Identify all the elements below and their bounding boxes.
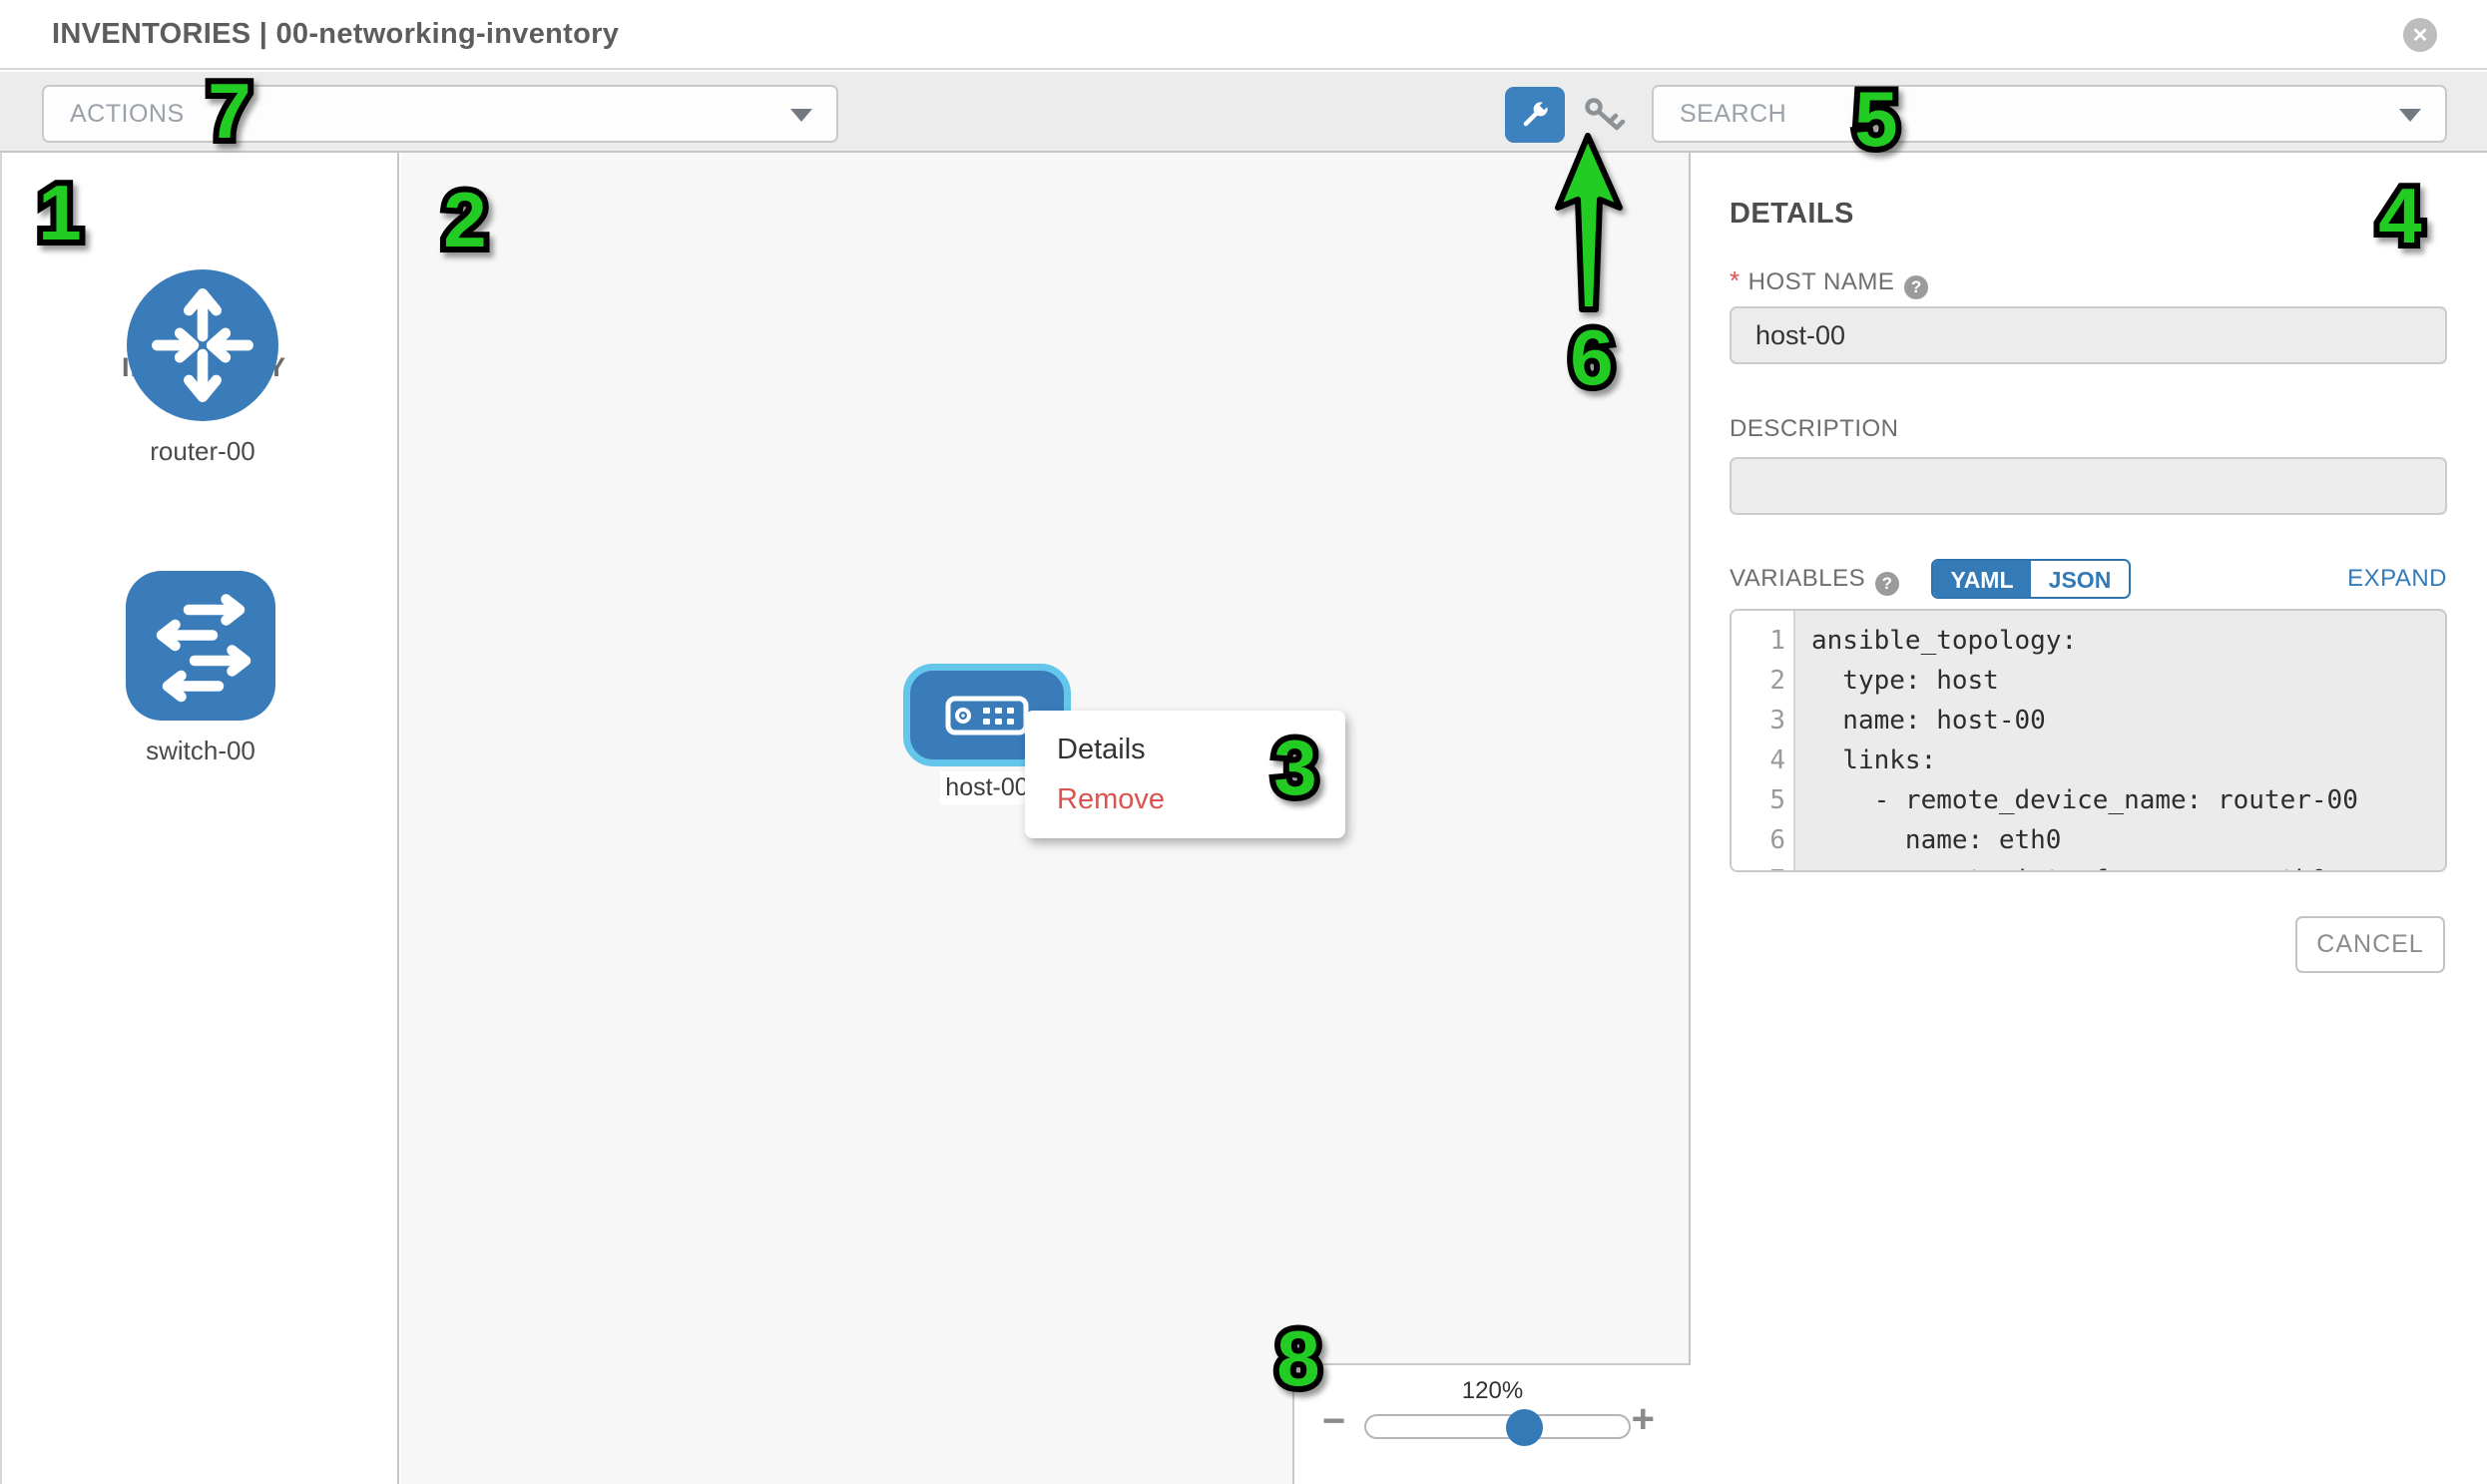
required-marker: * xyxy=(1730,265,1741,295)
chevron-down-icon xyxy=(2399,109,2421,122)
configure-button[interactable] xyxy=(1505,87,1565,143)
details-panel: DETAILS *HOST NAME? DESCRIPTION VARIABLE… xyxy=(1693,153,2487,1484)
context-menu-item-details[interactable]: Details xyxy=(1057,734,1146,765)
variables-label-text: VARIABLES xyxy=(1730,565,1866,592)
variables-editor[interactable]: 1 2 3 4 5 6 7 ansible_topology: type: ho… xyxy=(1730,609,2447,872)
variables-format-toggle: YAML JSON xyxy=(1931,559,2131,599)
key-button[interactable] xyxy=(1582,96,1630,136)
line-number: 7 xyxy=(1732,860,1785,870)
line-number: 1 xyxy=(1769,626,1785,656)
variables-label: VARIABLES? xyxy=(1730,565,1900,596)
host-name-label-text: HOST NAME xyxy=(1747,268,1895,295)
toolbar: ACTIONS SEARC xyxy=(0,72,2487,153)
description-label: DESCRIPTION xyxy=(1730,415,1899,442)
zoom-slider-track[interactable] xyxy=(1364,1414,1631,1439)
editor-content[interactable]: ansible_topology: type: host name: host-… xyxy=(1795,611,2445,870)
code-line: name: host-00 xyxy=(1811,706,2046,736)
host-name-field[interactable] xyxy=(1730,306,2447,364)
line-number: 2 xyxy=(1769,666,1785,696)
code-line: links: xyxy=(1811,745,1937,775)
line-number: 6 xyxy=(1769,825,1785,855)
json-toggle-button[interactable]: JSON xyxy=(2031,561,2129,597)
zoom-in-button[interactable]: + xyxy=(1631,1397,1655,1441)
zoom-control: 120% − + xyxy=(1292,1363,1691,1484)
palette-item-label: switch-00 xyxy=(146,736,255,765)
code-line: remote_interface_name: eth0 xyxy=(1811,860,2445,870)
yaml-toggle-button[interactable]: YAML xyxy=(1933,561,2031,597)
actions-dropdown-label: ACTIONS xyxy=(70,99,185,128)
host-node-label: host-00 xyxy=(940,771,1034,804)
cancel-button[interactable]: CANCEL xyxy=(2295,916,2445,973)
node-context-menu: Details Remove xyxy=(1025,711,1345,838)
search-dropdown[interactable]: SEARCH xyxy=(1652,85,2447,143)
palette-item-switch[interactable]: switch-00 xyxy=(126,571,275,766)
zoom-level-value: 120% xyxy=(1461,1377,1524,1404)
context-menu-item-remove[interactable]: Remove xyxy=(1057,783,1165,815)
line-number: 5 xyxy=(1769,785,1785,815)
expand-link[interactable]: EXPAND xyxy=(2347,565,2447,592)
search-dropdown-label: SEARCH xyxy=(1680,99,1787,128)
details-title: DETAILS xyxy=(1730,198,1854,230)
palette-item-label: router-00 xyxy=(150,436,255,466)
code-line: name: eth0 xyxy=(1811,825,2062,855)
topology-canvas[interactable]: host-00 Details Remove 120% − + xyxy=(401,153,1691,1484)
actions-dropdown[interactable]: ACTIONS xyxy=(42,85,838,143)
code-line: - remote_device_name: router-00 xyxy=(1811,785,2358,815)
router-icon xyxy=(127,269,278,421)
line-number: 3 xyxy=(1769,706,1785,736)
editor-line-numbers: 1 2 3 4 5 6 7 xyxy=(1732,611,1795,870)
line-number: 4 xyxy=(1769,745,1785,775)
key-icon xyxy=(1585,98,1626,131)
host-icon xyxy=(945,696,1029,735)
page-title: INVENTORIES | 00-networking-inventory xyxy=(52,18,620,50)
code-line: type: host xyxy=(1811,666,1999,696)
host-name-label: * HOST NAME? xyxy=(1730,265,1929,299)
close-glyph: ✕ xyxy=(2411,24,2429,47)
wrench-icon xyxy=(1523,100,1550,127)
zoom-out-button[interactable]: − xyxy=(1322,1399,1346,1443)
chevron-down-icon xyxy=(790,109,812,122)
close-icon[interactable]: ✕ xyxy=(2403,18,2437,52)
palette-item-router[interactable]: router-00 xyxy=(127,269,278,467)
page-header: INVENTORIES | 00-networking-inventory ✕ xyxy=(0,0,2487,70)
switch-icon xyxy=(126,571,275,721)
help-icon[interactable]: ? xyxy=(1904,275,1929,299)
help-icon[interactable]: ? xyxy=(1875,572,1900,596)
code-line: ansible_topology: xyxy=(1811,626,2078,656)
description-field[interactable] xyxy=(1730,457,2447,515)
zoom-slider-thumb[interactable] xyxy=(1506,1409,1543,1446)
inventory-palette: INVENTORY router-00 xyxy=(0,153,399,1484)
